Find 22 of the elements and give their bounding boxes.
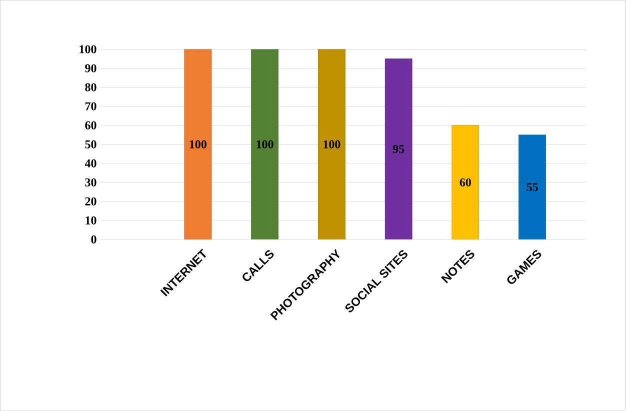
y-tick-label: 70 [85, 102, 96, 110]
bar [184, 49, 212, 240]
data-label: 100 [256, 140, 274, 148]
y-tick-label: 30 [85, 178, 96, 187]
data-label: 55 [526, 183, 538, 192]
bar [518, 134, 546, 240]
y-tick-label: 20 [85, 197, 96, 206]
bar [318, 49, 346, 240]
y-tick-label: 50 [85, 140, 96, 148]
bar [384, 58, 412, 240]
data-label: 60 [460, 178, 471, 187]
y-tick-label: 90 [85, 64, 96, 72]
data-label: 95 [392, 145, 404, 154]
data-label: 100 [190, 140, 206, 148]
y-tick-label: 0 [91, 235, 96, 244]
bar [452, 125, 480, 240]
data-label: 100 [324, 140, 340, 148]
y-tick-label: 100 [80, 45, 96, 54]
y-tick-label: 40 [84, 159, 96, 168]
y-tick-label: 80 [85, 83, 96, 92]
y-tick-label: 60 [85, 121, 96, 130]
y-tick-label: 10 [86, 216, 96, 225]
